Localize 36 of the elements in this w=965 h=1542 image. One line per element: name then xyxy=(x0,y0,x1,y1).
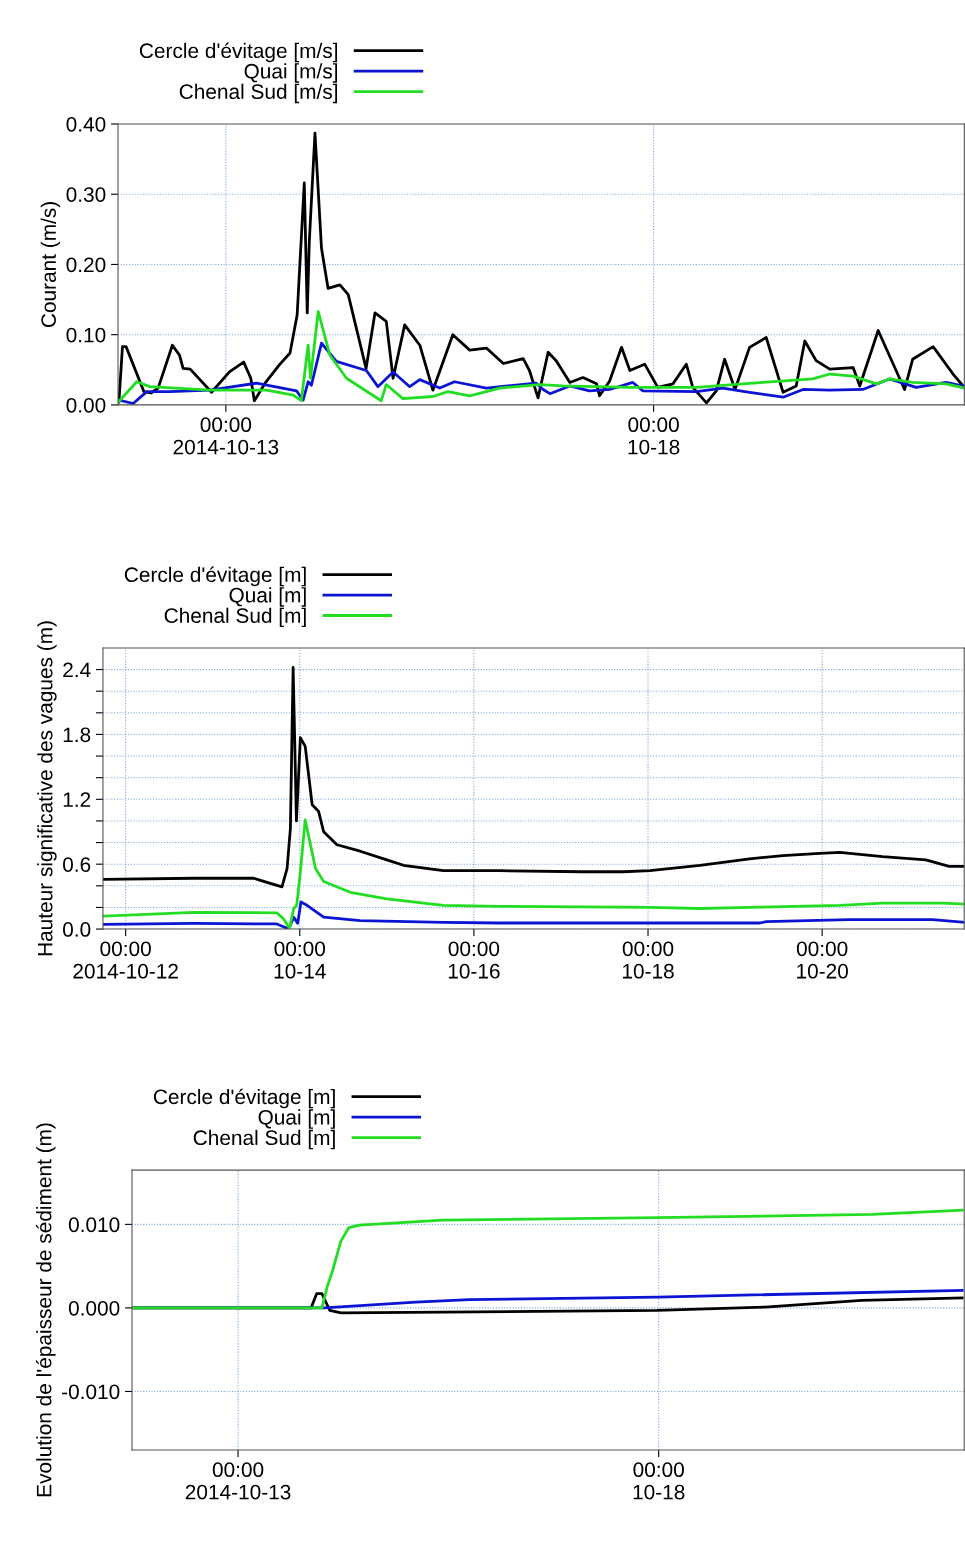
y-tick-label: 0.010 xyxy=(68,1217,120,1233)
x-tick-label: 00:00 10-20 xyxy=(796,941,848,979)
legend-label: Quai [m/s] xyxy=(244,63,338,83)
y-tick-label: 2.4 xyxy=(63,662,91,678)
y-tick-label: 0.000 xyxy=(68,1300,120,1316)
legend-label: Quai [m] xyxy=(229,587,306,607)
x-tick-label: 00:00 10-18 xyxy=(633,1462,685,1500)
legend-label: Cercle d'évitage [m] xyxy=(153,1088,335,1109)
x-tick-label: 00:00 2014-10-12 xyxy=(73,941,178,979)
line-series xyxy=(102,666,965,889)
y-tick-label: 1.8 xyxy=(63,727,91,743)
y-tick-label: 0.40 xyxy=(66,116,106,132)
y-axis-title: Evolution de l'épaisseur de sédiment (m) xyxy=(35,1123,56,1497)
legend-label: Quai [m] xyxy=(258,1109,335,1129)
x-tick-label: 00:00 10-18 xyxy=(628,417,680,455)
line-series xyxy=(132,1208,964,1310)
y-axis-title: Courant (m/s) xyxy=(40,202,61,328)
y-axis-title: Hauteur significative des vagues (m) xyxy=(37,621,57,956)
x-tick-label: 00:00 10-18 xyxy=(622,941,674,979)
y-tick-label: 0.30 xyxy=(66,187,106,202)
legend-label: Cercle d'évitage [m/s] xyxy=(139,42,338,63)
y-tick-label: 0.00 xyxy=(66,397,106,413)
y-tick-label: 0.0 xyxy=(63,922,91,937)
x-tick-label: 00:00 2014-10-13 xyxy=(173,417,279,455)
legend-label: Cercle d'évitage [m] xyxy=(124,566,306,587)
x-tick-label: 00:00 10-16 xyxy=(448,941,500,979)
y-tick-label: 1.2 xyxy=(63,792,91,807)
y-tick-label: 0.10 xyxy=(66,327,106,343)
y-tick-label: 0.20 xyxy=(66,257,106,273)
y-tick-label: -0.010 xyxy=(62,1384,120,1400)
y-tick-label: 0.6 xyxy=(63,857,91,872)
x-tick-label: 00:00 10-14 xyxy=(274,941,326,979)
legend-label: Chenal Sud [m/s] xyxy=(179,83,338,104)
legend-label: Chenal Sud [m] xyxy=(193,1129,335,1150)
legend-label: Chenal Sud [m] xyxy=(164,607,306,628)
x-tick-label: 00:00 2014-10-13 xyxy=(185,1462,291,1500)
